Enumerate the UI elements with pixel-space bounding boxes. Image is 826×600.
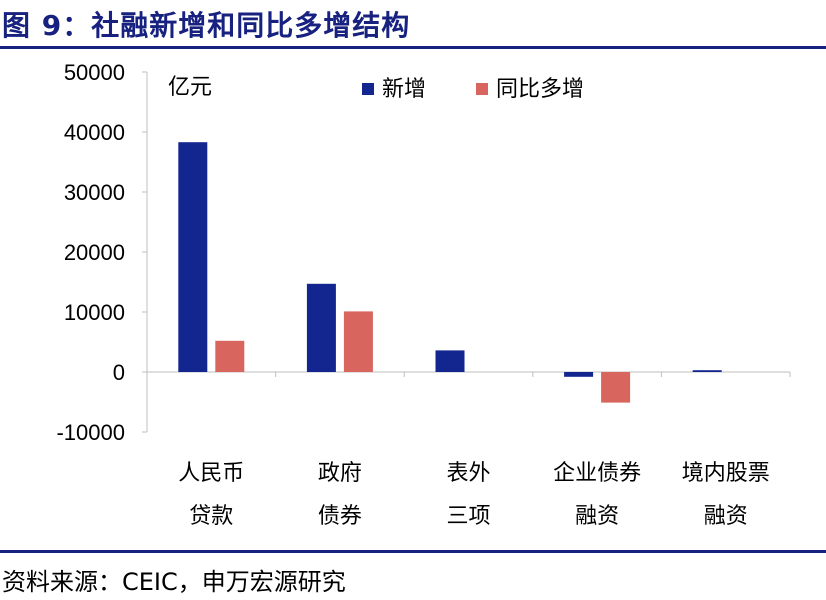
category-label: 境内股票 (682, 461, 770, 486)
bar-yoy (215, 340, 245, 372)
legend-swatch (476, 83, 488, 95)
category-label: 人民币 (178, 461, 244, 486)
category-label: 企业债券 (553, 461, 641, 486)
title-bar: 图 9：社融新增和同比多增结构 (0, 0, 826, 46)
source-note: 资料来源：CEIC，申万宏源研究 (2, 568, 346, 596)
y-tick-label: 30000 (64, 180, 125, 205)
bar-yoy (343, 311, 373, 372)
bar-new (435, 350, 465, 372)
source-divider (0, 550, 826, 553)
legend-label: 同比多增 (496, 77, 584, 102)
legend-swatch (362, 83, 374, 95)
title-divider (0, 46, 826, 49)
y-tick-label: -10000 (56, 420, 125, 445)
y-tick-label: 0 (113, 360, 125, 385)
figure-title: 图 9：社融新增和同比多增结构 (2, 9, 411, 42)
y-tick-label: 10000 (64, 300, 125, 325)
category-label: 融资 (704, 504, 748, 529)
bar-new (306, 283, 336, 372)
category-label: 融资 (575, 504, 619, 529)
category-label: 表外 (446, 461, 490, 486)
category-label: 三项 (446, 504, 490, 529)
y-tick-label: 20000 (64, 240, 125, 265)
y-tick-label: 40000 (64, 120, 125, 145)
bar-new (178, 142, 208, 372)
bar-new (564, 372, 594, 377)
category-label: 政府 (318, 461, 362, 486)
bar-yoy (601, 372, 631, 403)
bar-new (692, 370, 722, 372)
category-label: 债券 (318, 504, 362, 529)
y-tick-label: 50000 (64, 60, 125, 85)
unit-label: 亿元 (168, 75, 212, 100)
legend-label: 新增 (382, 77, 426, 102)
category-label: 贷款 (189, 504, 233, 529)
